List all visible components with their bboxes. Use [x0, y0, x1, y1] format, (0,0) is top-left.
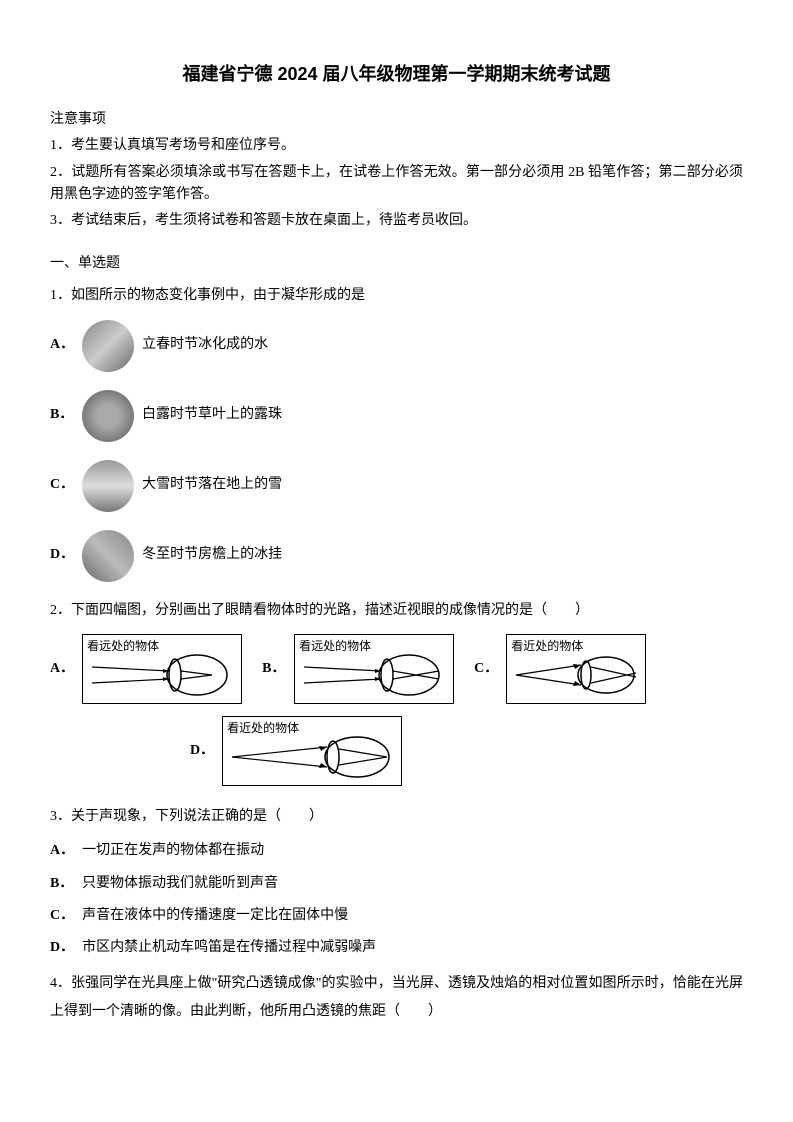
question-1-text: 1．如图所示的物态变化事例中，由于凝华形成的是 — [50, 285, 743, 307]
eye-diagram-icon — [299, 653, 449, 701]
q3-option-b-label: B． — [50, 873, 74, 895]
q1-option-b-text: 白露时节草叶上的露珠 — [142, 404, 282, 426]
q1-option-b: B． 白露时节草叶上的露珠 — [50, 390, 743, 442]
q1-option-c: C． 大雪时节落在地上的雪 — [50, 460, 743, 512]
q3-option-d-text: 市区内禁止机动车鸣笛是在传播过程中减弱噪声 — [82, 937, 376, 959]
q1-option-a: A． 立春时节冰化成的水 — [50, 320, 743, 372]
q3-option-d-label: D． — [50, 937, 74, 959]
eye-diagram-icon — [87, 653, 237, 701]
q3-option-a-label: A． — [50, 840, 74, 862]
question-1-options: A． 立春时节冰化成的水 B． 白露时节草叶上的露珠 C． 大雪时节落在地上的雪… — [50, 320, 743, 582]
q1-option-c-image — [82, 460, 134, 512]
question-3-text: 3．关于声现象，下列说法正确的是（ ） — [50, 806, 743, 828]
q2-option-d-diagram: 看近处的物体 — [222, 716, 402, 786]
q2-option-a-diagram: 看远处的物体 — [82, 634, 242, 704]
q1-option-c-label: C． — [50, 474, 74, 496]
q2-option-c-label: C． — [474, 658, 498, 680]
section-1-header: 一、单选题 — [50, 253, 743, 275]
notice-item-1: 1．考生要认真填写考场号和座位序号。 — [50, 135, 743, 157]
exam-title: 福建省宁德 2024 届八年级物理第一学期期末统考试题 — [50, 60, 743, 89]
q3-option-c: C． 声音在液体中的传播速度一定比在固体中慢 — [50, 905, 743, 927]
q2-option-b-label: B． — [262, 658, 286, 680]
q2-option-a-label: A． — [50, 658, 74, 680]
q1-option-d-image — [82, 530, 134, 582]
q2-option-b: B． 看远处的物体 — [262, 634, 454, 704]
question-2-options-row1: A． 看远处的物体 B． 看远处的物体 — [50, 634, 743, 704]
q3-option-b-text: 只要物体振动我们就能听到声音 — [82, 873, 278, 895]
q2-option-d-label: D． — [190, 740, 214, 762]
notice-item-3: 3．考试结束后，考生须将试卷和答题卡放在桌面上，待监考员收回。 — [50, 210, 743, 232]
q3-option-a: A． 一切正在发声的物体都在振动 — [50, 840, 743, 862]
q3-option-c-label: C． — [50, 905, 74, 927]
notice-section: 注意事项 1．考生要认真填写考场号和座位序号。 2．试题所有答案必须填涂或书写在… — [50, 109, 743, 233]
q1-option-d: D． 冬至时节房檐上的冰挂 — [50, 530, 743, 582]
q2-option-d: D． 看近处的物体 — [190, 716, 743, 786]
q1-option-b-image — [82, 390, 134, 442]
eye-diagram-icon — [511, 653, 641, 701]
q1-option-b-label: B． — [50, 404, 74, 426]
q1-option-a-text: 立春时节冰化成的水 — [142, 334, 268, 356]
q3-option-a-text: 一切正在发声的物体都在振动 — [82, 840, 264, 862]
q2-option-b-diagram: 看远处的物体 — [294, 634, 454, 704]
q1-option-c-text: 大雪时节落在地上的雪 — [142, 474, 282, 496]
q2-option-c: C． 看近处的物体 — [474, 634, 646, 704]
q3-option-d: D． 市区内禁止机动车鸣笛是在传播过程中减弱噪声 — [50, 937, 743, 959]
q3-option-b: B． 只要物体振动我们就能听到声音 — [50, 873, 743, 895]
notice-item-2: 2．试题所有答案必须填涂或书写在答题卡上，在试卷上作答无效。第一部分必须用 2B… — [50, 162, 743, 207]
q1-option-a-label: A． — [50, 334, 74, 356]
q2-option-c-diagram: 看近处的物体 — [506, 634, 646, 704]
q2-option-a: A． 看远处的物体 — [50, 634, 242, 704]
notice-header: 注意事项 — [50, 109, 743, 131]
eye-diagram-icon — [227, 735, 397, 783]
q3-option-c-text: 声音在液体中的传播速度一定比在固体中慢 — [82, 905, 348, 927]
question-2-text: 2．下面四幅图，分别画出了眼睛看物体时的光路，描述近视眼的成像情况的是（ ） — [50, 600, 743, 622]
q1-option-a-image — [82, 320, 134, 372]
question-4-text: 4．张强同学在光具座上做"研究凸透镜成像"的实验中，当光屏、透镜及烛焰的相对位置… — [50, 970, 743, 1026]
q1-option-d-text: 冬至时节房檐上的冰挂 — [142, 544, 282, 566]
question-3-options: A． 一切正在发声的物体都在振动 B． 只要物体振动我们就能听到声音 C． 声音… — [50, 840, 743, 960]
q1-option-d-label: D． — [50, 544, 74, 566]
